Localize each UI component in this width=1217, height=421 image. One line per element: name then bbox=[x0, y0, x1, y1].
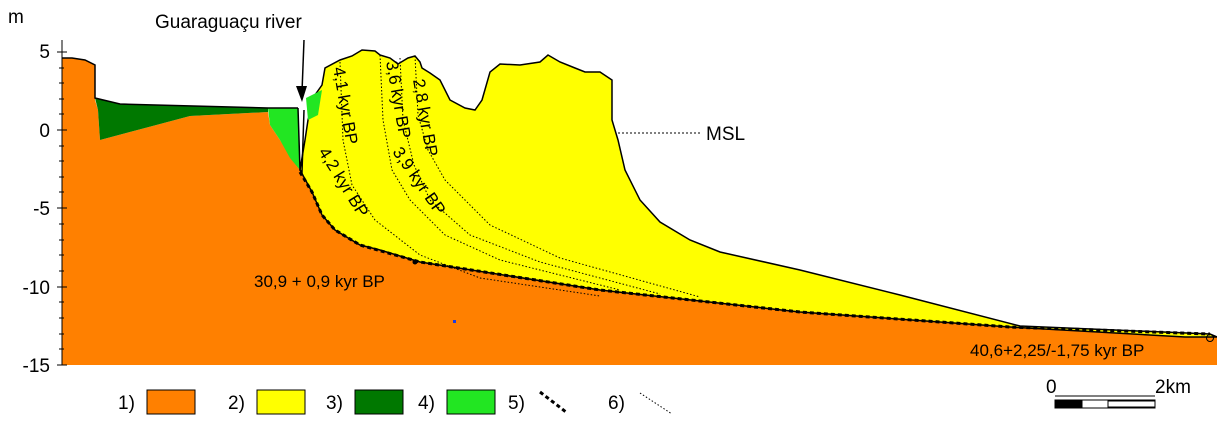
y-axis bbox=[57, 40, 67, 366]
legend-label-5: 5) bbox=[508, 393, 525, 414]
basement-unit bbox=[62, 58, 1217, 365]
legend-swatch-lagoon-fill bbox=[354, 389, 404, 415]
legend-symbol-thick-dashed bbox=[539, 390, 567, 414]
legend-symbol-thin-dotted bbox=[639, 392, 673, 415]
legend-label-6: 6) bbox=[608, 393, 625, 414]
legend-label-1: 1) bbox=[118, 393, 135, 414]
scale-bar: 0 2km bbox=[1046, 377, 1191, 409]
y-tick-minus5: -5 bbox=[33, 199, 50, 220]
y-tick-minus10: -10 bbox=[23, 278, 50, 299]
y-tick-0: 0 bbox=[39, 121, 50, 142]
legend-label-3: 3) bbox=[326, 393, 343, 414]
legend: 1) 2) 3) 4) 5) 6) bbox=[118, 389, 673, 415]
scale-label-zero: 0 bbox=[1046, 377, 1057, 398]
legend-label-2: 2) bbox=[228, 393, 245, 414]
arrow-down-icon bbox=[296, 86, 307, 102]
river-arrow-shaft bbox=[301, 39, 305, 93]
y-axis-unit: m bbox=[8, 7, 24, 28]
fluvial-fill-unit bbox=[268, 108, 300, 170]
scale-bar-light-segment bbox=[1081, 399, 1109, 409]
river-label: Guaraguaçu river bbox=[155, 12, 302, 33]
basement-surface-line bbox=[298, 171, 1211, 336]
age-label-30-9: 30,9 + 0,9 kyr BP bbox=[254, 272, 385, 291]
coastal-sand-unit bbox=[299, 49, 1217, 338]
lagoon-fill-unit bbox=[95, 98, 268, 140]
legend-label-4: 4) bbox=[418, 393, 435, 414]
y-tick-minus15: -15 bbox=[23, 356, 50, 377]
terrain-surface-line bbox=[62, 57, 298, 109]
legend-swatch-fluvial-fill bbox=[446, 389, 496, 415]
sample-marker bbox=[453, 320, 456, 323]
age-label-40-6: 40,6+2,25/-1,75 kyr BP bbox=[970, 341, 1144, 360]
scale-bar-right-segment bbox=[1107, 400, 1156, 408]
msl-label: MSL bbox=[706, 124, 745, 145]
y-tick-5: 5 bbox=[39, 42, 50, 63]
legend-swatch-coastal-sand bbox=[256, 389, 306, 415]
legend-swatch-basement bbox=[146, 389, 196, 415]
sample-point-40-6 bbox=[1206, 334, 1214, 342]
fluvial-fill-east bbox=[306, 90, 322, 120]
river-channel-line bbox=[297, 107, 305, 174]
scale-label-end: 2km bbox=[1155, 377, 1191, 398]
sample-point-30-9 bbox=[412, 259, 418, 265]
isochron-lines bbox=[339, 54, 701, 298]
